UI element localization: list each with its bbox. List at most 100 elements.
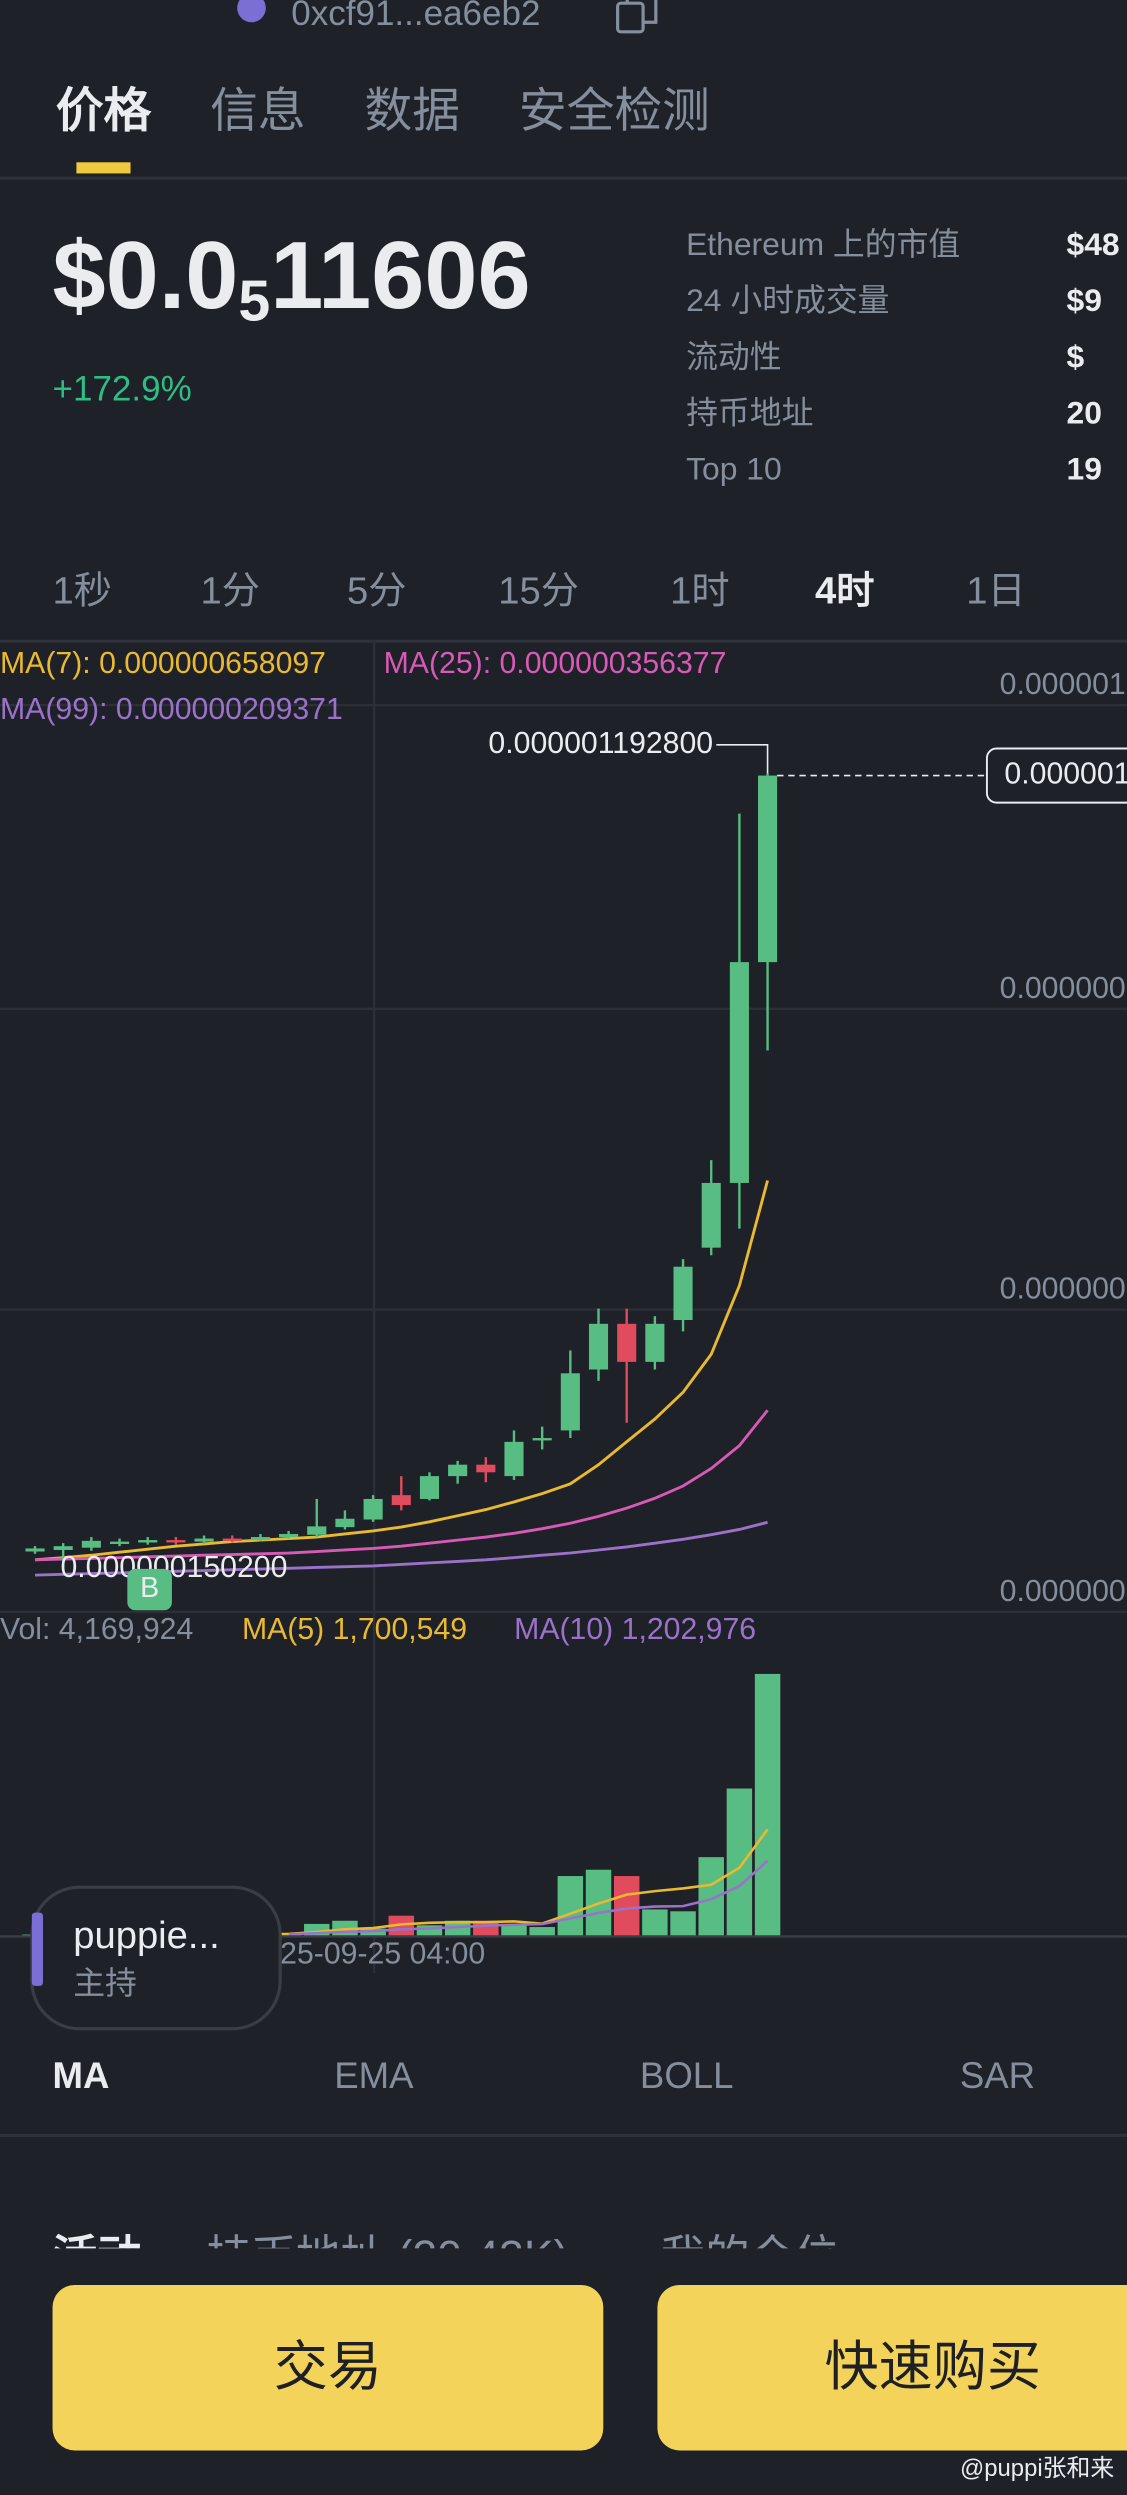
volume-ma-line xyxy=(288,1859,769,1936)
host-bubble[interactable]: puppie... 主持 xyxy=(30,1885,282,2031)
price-change: +172.9% xyxy=(53,370,192,409)
volume-bar xyxy=(698,1857,724,1937)
candle-body xyxy=(109,1541,130,1544)
button-bg xyxy=(657,2284,1127,2451)
volume-bar xyxy=(501,1923,527,1937)
tab[interactable]: 价格 xyxy=(56,85,153,138)
candle-body xyxy=(645,1323,665,1362)
volume-bar xyxy=(388,1915,415,1937)
button-label: 交易 xyxy=(274,2337,382,2397)
button[interactable]: 快速购买 xyxy=(657,2284,1127,2451)
tab-underline xyxy=(76,162,131,174)
candle-body xyxy=(307,1526,327,1535)
button-label: 快速购买 xyxy=(825,2337,1041,2397)
candle-body xyxy=(448,1464,468,1477)
ma-legend: MA(99): 0.000000209371 xyxy=(0,693,343,726)
candle-body xyxy=(81,1540,101,1548)
candle-body xyxy=(335,1518,355,1528)
button-bg xyxy=(52,2284,604,2451)
stat-value: 20 xyxy=(1067,395,1102,431)
high-leader xyxy=(716,743,769,774)
indicator[interactable]: EMA xyxy=(334,2055,414,2096)
candle-body xyxy=(53,1546,73,1550)
candle-body xyxy=(504,1441,524,1477)
indicator[interactable]: MA xyxy=(53,2055,110,2096)
interval[interactable]: 5分 xyxy=(347,570,406,613)
stat-label: 流动性 xyxy=(686,338,782,374)
candle-body xyxy=(588,1323,609,1370)
stat-label: Top 10 xyxy=(686,451,782,487)
ma-line xyxy=(34,1180,769,1562)
price-tag: 0.000001 xyxy=(1004,758,1127,791)
volume-bar xyxy=(726,1788,753,1937)
interval[interactable]: 1秒 xyxy=(53,570,112,613)
chain-icon xyxy=(237,0,266,23)
address: 0xcf91...ea6eb2 xyxy=(291,0,540,33)
candle-body xyxy=(560,1373,580,1431)
copy-icon[interactable] xyxy=(616,0,658,34)
x-tick-label: 25-09-25 04:00 xyxy=(280,1938,485,1971)
price-digits: 11606 xyxy=(270,223,530,329)
candle-body xyxy=(758,775,778,963)
stat-label: Ethereum 上的市值 xyxy=(686,226,960,262)
tab[interactable]: 安全检测 xyxy=(519,85,710,138)
button[interactable]: 交易 xyxy=(52,2284,604,2451)
candle-body xyxy=(194,1538,214,1542)
candle-body xyxy=(617,1323,637,1362)
indicator[interactable]: SAR xyxy=(960,2055,1035,2096)
y-tick-label: 0.000001 xyxy=(1000,668,1126,701)
interval[interactable]: 15分 xyxy=(498,570,579,613)
volume-legend: Vol: 4,169,924 xyxy=(0,1613,193,1646)
ma-line xyxy=(34,1409,769,1562)
volume-bar xyxy=(529,1927,555,1937)
candle-body xyxy=(419,1476,440,1499)
volume-bar xyxy=(642,1909,668,1937)
candle-body xyxy=(391,1495,411,1506)
interval[interactable]: 1分 xyxy=(201,570,260,613)
y-tick-label: 0.000000 xyxy=(1000,972,1126,1005)
stat-label: 24 小时成交量 xyxy=(686,282,889,318)
candle-body xyxy=(729,962,749,1183)
interval[interactable]: 1日 xyxy=(966,570,1025,613)
stat-value: $48 xyxy=(1067,226,1120,262)
volume-bar xyxy=(557,1876,584,1937)
volume-bar xyxy=(670,1911,696,1937)
candle-body xyxy=(279,1533,299,1538)
volume-bar xyxy=(444,1920,471,1937)
interval[interactable]: 1时 xyxy=(670,570,729,613)
stat-value: $ xyxy=(1067,338,1085,374)
indicator[interactable]: BOLL xyxy=(640,2055,734,2096)
volume-bar xyxy=(754,1673,781,1937)
volume-bar xyxy=(613,1876,640,1937)
host-accent xyxy=(31,1912,43,1986)
interval[interactable]: 4时 xyxy=(815,570,874,613)
candle-body xyxy=(363,1498,383,1520)
host-role: 主持 xyxy=(73,1965,137,2001)
watermark: @puppi张和来 xyxy=(960,2455,1114,2482)
candle-body xyxy=(673,1266,693,1321)
stat-label: 持币地址 xyxy=(686,395,813,431)
volume-bar xyxy=(416,1925,443,1937)
candle-body xyxy=(166,1540,186,1543)
volume-bar xyxy=(360,1928,386,1937)
y-tick-label: 0.000000 xyxy=(1000,1575,1126,1608)
candle-body xyxy=(222,1538,242,1541)
candle-body xyxy=(138,1540,158,1543)
low-label: 0.000000150200 xyxy=(60,1551,287,1584)
price: $0.0511606 xyxy=(53,223,531,333)
candle-body xyxy=(25,1548,45,1552)
volume-ma-legend: MA(10) 1,202,976 xyxy=(514,1613,756,1646)
candle-body xyxy=(532,1438,552,1441)
tab[interactable]: 数据 xyxy=(365,85,460,138)
ma-legend: MA(25): 0.000000356377 xyxy=(384,647,727,680)
buy-marker-label: B xyxy=(140,1572,159,1604)
stat-value: 19 xyxy=(1067,451,1102,487)
candle-body xyxy=(250,1537,270,1541)
volume-ma-legend: MA(5) 1,700,549 xyxy=(242,1613,467,1646)
tab[interactable]: 信息 xyxy=(210,85,305,138)
host-box xyxy=(30,1885,282,2031)
candle-body xyxy=(476,1464,496,1473)
price-lead: $0.0 xyxy=(53,223,239,329)
